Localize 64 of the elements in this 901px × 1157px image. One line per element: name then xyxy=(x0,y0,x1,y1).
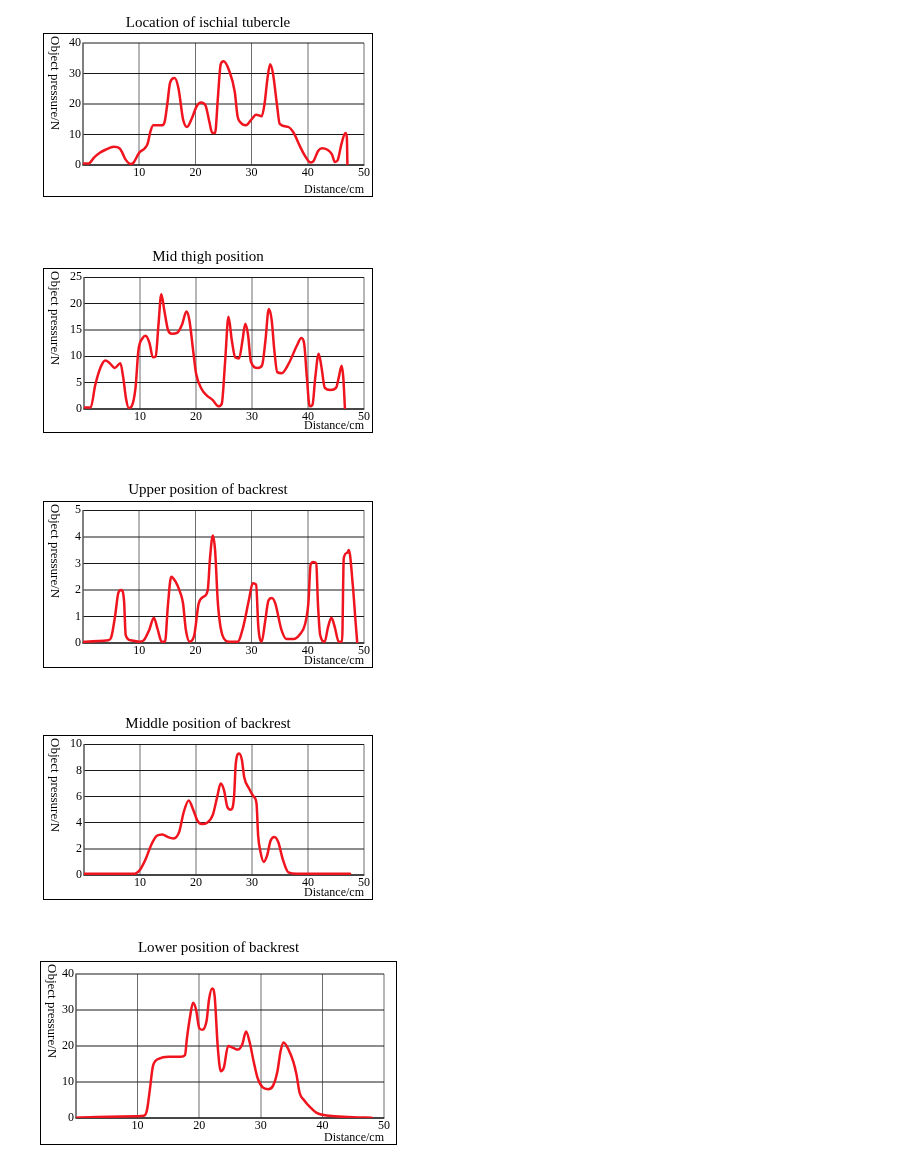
y-axis-title: Object pressure/N xyxy=(48,271,63,366)
chart-title: Mid thigh position xyxy=(151,247,265,265)
x-tick-label: 50 xyxy=(358,875,370,890)
y-tick-label: 10 xyxy=(70,348,82,363)
y-axis-title: Object pressure/N xyxy=(45,964,60,1059)
y-tick-label: 20 xyxy=(69,96,81,111)
x-tick-label: 20 xyxy=(190,409,202,424)
y-tick-label: 4 xyxy=(75,529,81,543)
y-tick-label: 0 xyxy=(76,401,82,416)
y-tick-label: 3 xyxy=(75,555,81,570)
y-axis-title: Object pressure/N xyxy=(48,738,63,833)
x-tick-label: 30 xyxy=(246,409,258,424)
y-tick-label: 8 xyxy=(76,762,82,777)
y-tick-label: 10 xyxy=(62,1074,74,1089)
y-tick-label: 30 xyxy=(69,65,81,80)
y-axis-title: Object pressure/N xyxy=(48,504,63,599)
y-tick-label: 6 xyxy=(76,788,82,803)
y-tick-label: 5 xyxy=(76,374,82,389)
y-tick-label: 0 xyxy=(75,635,81,650)
y-tick-label: 40 xyxy=(69,35,81,50)
x-axis-title: Distance/cm xyxy=(304,181,365,196)
y-tick-label: 0 xyxy=(76,867,82,882)
x-tick-label: 30 xyxy=(246,875,258,890)
x-tick-label: 30 xyxy=(245,165,258,180)
y-tick-label: 20 xyxy=(70,295,82,310)
x-tick-label: 40 xyxy=(301,165,314,180)
x-tick-label: 30 xyxy=(254,1118,267,1133)
x-tick-label: 50 xyxy=(358,409,370,424)
chart-title: Middle position of backrest xyxy=(124,714,292,732)
x-tick-label: 20 xyxy=(190,875,202,890)
x-tick-label: 20 xyxy=(189,165,202,180)
y-tick-label: 30 xyxy=(62,1002,74,1017)
y-tick-label: 0 xyxy=(68,1110,74,1125)
y-tick-label: 1 xyxy=(75,608,81,623)
line-series xyxy=(84,292,347,409)
y-tick-label: 0 xyxy=(75,157,81,172)
y-tick-label: 15 xyxy=(70,322,82,337)
x-tick-label: 10 xyxy=(134,409,146,424)
chart-title: Upper position of backrest xyxy=(127,480,289,498)
x-tick-label: 50 xyxy=(358,165,370,180)
line-series xyxy=(83,534,359,643)
line-series xyxy=(83,60,349,165)
x-tick-label: 20 xyxy=(193,1118,206,1133)
x-tick-label: 10 xyxy=(133,643,146,658)
x-tick-label: 20 xyxy=(189,643,202,658)
x-tick-label: 10 xyxy=(131,1118,144,1133)
y-tick-label: 25 xyxy=(70,269,82,284)
y-axis-title: Object pressure/N xyxy=(48,36,63,131)
x-tick-label: 10 xyxy=(134,875,146,890)
y-tick-label: 20 xyxy=(62,1038,74,1053)
y-tick-label: 10 xyxy=(69,126,81,141)
x-tick-label: 30 xyxy=(245,643,258,658)
y-tick-label: 40 xyxy=(62,966,74,981)
line-series xyxy=(84,752,352,875)
chart-title: Location of ischial tubercle xyxy=(124,13,292,31)
y-tick-label: 10 xyxy=(70,736,82,751)
y-tick-label: 4 xyxy=(76,814,82,829)
y-tick-label: 2 xyxy=(75,582,81,597)
chart-title: Lower position of backrest xyxy=(136,938,301,956)
x-tick-label: 10 xyxy=(133,165,146,180)
line-series xyxy=(76,987,373,1118)
x-tick-label: 50 xyxy=(358,643,370,658)
y-tick-label: 2 xyxy=(76,841,82,856)
y-tick-label: 5 xyxy=(75,502,81,517)
